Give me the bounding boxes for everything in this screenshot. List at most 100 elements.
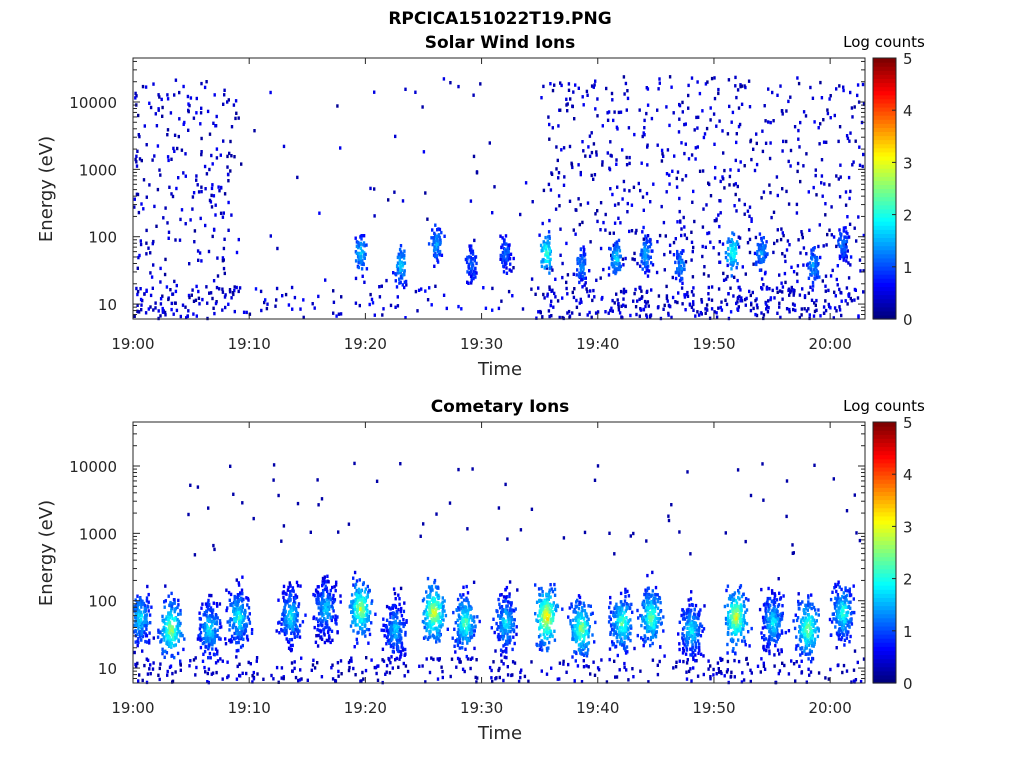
heatmap-cell [245,622,248,626]
heatmap-cell [329,615,333,619]
heatmap-cell [820,96,824,100]
heatmap-cell [330,604,334,608]
heatmap-cell [355,614,358,618]
heatmap-cell [162,635,166,639]
heatmap-cell [497,637,500,642]
heatmap-cell [853,680,856,684]
heatmap-cell [321,614,324,618]
heatmap-cell [435,592,438,597]
heatmap-cell [513,609,516,613]
heatmap-cell [294,593,297,597]
heatmap-cell [174,78,178,82]
heatmap-cell [644,304,647,309]
heatmap-cell [141,629,144,633]
heatmap-cell [291,586,295,590]
plot-area [133,58,865,319]
heatmap-cell [158,666,161,671]
heatmap-cell [615,251,618,256]
heatmap-cell [398,267,401,271]
heatmap-cell [170,591,173,596]
heatmap-cell [645,315,649,319]
heatmap-cell [143,292,146,296]
heatmap-cell [761,462,764,466]
heatmap-cell [675,176,678,181]
heatmap-cell [540,249,543,253]
heatmap-cell [452,610,455,615]
heatmap-cell [639,253,643,257]
heatmap-cell [191,195,195,199]
heatmap-cell [616,298,619,302]
heatmap-cell [441,613,444,618]
heatmap-cell [437,616,440,620]
heatmap-cell [642,242,645,246]
heatmap-cell [389,627,392,631]
heatmap-cell [792,291,796,295]
heatmap-cell [437,602,440,607]
heatmap-cell [548,259,551,263]
heatmap-cell [839,163,842,167]
heatmap-cell [443,599,446,603]
heatmap-cell [673,154,676,158]
heatmap-cell [323,575,326,579]
heatmap-cell [731,110,735,115]
heatmap-cell [285,631,288,635]
heatmap-cell [321,583,324,588]
heatmap-cell [399,275,403,279]
heatmap-cell [331,600,334,605]
heatmap-cell [540,669,543,673]
heatmap-cell [752,306,755,311]
heatmap-cell [432,600,435,604]
heatmap-cell [200,136,203,141]
heatmap-cell [283,632,287,636]
heatmap-cell [681,259,684,263]
heatmap-cell [851,115,854,119]
heatmap-cell [488,665,492,670]
colorbar-segment [873,66,896,71]
heatmap-cell [212,279,216,283]
colorbar-segment [873,159,896,165]
bottom-panel-title: Cometary Ions [431,397,570,417]
heatmap-cell [550,299,553,303]
heatmap-cell [847,293,850,297]
heatmap-cell [646,289,649,294]
heatmap-cell [393,620,396,625]
heatmap-cell [207,656,210,660]
heatmap-cell [138,632,142,637]
heatmap-cell [434,608,438,612]
heatmap-cell [171,292,175,296]
heatmap-cell [605,86,608,91]
heatmap-cell [425,605,428,609]
heatmap-cell [730,274,733,278]
heatmap-cell [435,253,439,258]
heatmap-cell [838,195,842,199]
heatmap-cell [712,112,716,116]
colorbar-segment [873,90,896,96]
heatmap-cell [337,530,340,534]
heatmap-cell [548,234,551,239]
heatmap-cell [390,634,393,638]
heatmap-cell [363,590,367,594]
heatmap-cell [540,599,543,603]
heatmap-cell [735,266,738,270]
heatmap-cell [446,627,449,631]
heatmap-cell [179,621,182,626]
heatmap-cell [844,226,847,230]
heatmap-cell [225,608,228,613]
heatmap-cell [414,289,418,294]
heatmap-cell [674,270,678,275]
heatmap-cell [579,170,582,175]
heatmap-cell [329,604,332,609]
colorbar-segment [873,139,896,145]
heatmap-cell [541,315,544,319]
heatmap-cell [645,111,648,116]
heatmap-cell [207,506,210,510]
heatmap-cell [596,310,600,314]
heatmap-cell [195,665,198,670]
heatmap-cell [139,612,142,617]
heatmap-cell [352,599,355,603]
heatmap-cell [640,161,643,165]
heatmap-cell [191,288,194,292]
heatmap-cell [319,608,323,613]
heatmap-cell [785,189,788,194]
heatmap-cell [228,288,232,292]
